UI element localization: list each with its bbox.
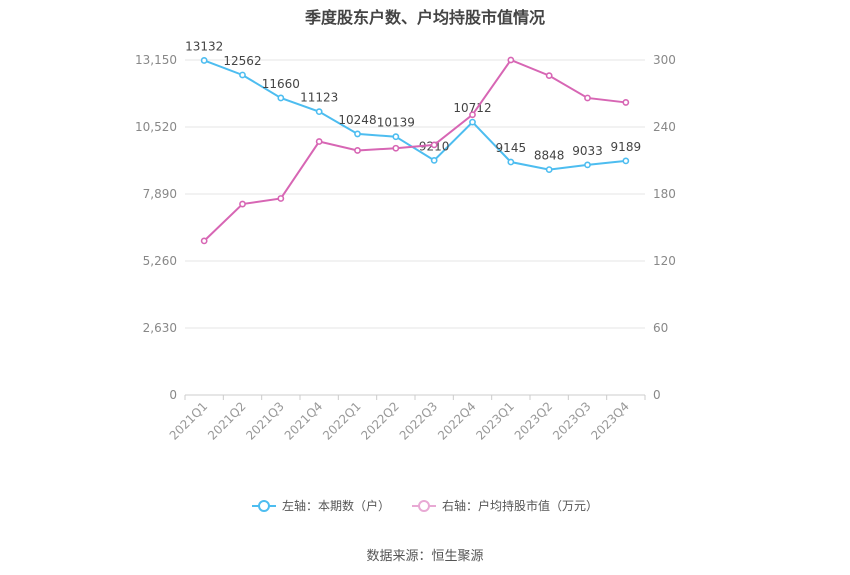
right-tick-label: 300	[653, 53, 676, 67]
right-series-point	[430, 141, 438, 149]
left-tick-label: 13,150	[135, 53, 177, 67]
x-tick-label: 2023Q1	[473, 399, 517, 443]
x-tick-label: 2022Q2	[358, 399, 402, 443]
x-tick-label: 2022Q1	[320, 399, 364, 443]
right-series-point	[392, 144, 400, 152]
data-label: 9033	[572, 144, 603, 158]
data-label: 11660	[262, 77, 300, 91]
left-series-point	[430, 156, 438, 164]
right-series-point	[239, 200, 246, 208]
left-tick-label: 10,520	[135, 120, 177, 134]
right-series-point	[622, 99, 630, 106]
data-label: 10712	[453, 101, 491, 115]
legend-label-left-series: 左轴：本期数（户）	[281, 499, 390, 513]
left-series-point	[622, 157, 630, 165]
x-tick-label: 2021Q2	[205, 399, 249, 443]
x-tick-label: 2023Q2	[512, 399, 556, 443]
data-label: 11123	[300, 91, 338, 105]
x-tick-label: 2023Q3	[550, 399, 594, 443]
left-series-point	[469, 118, 476, 126]
data-label: 12562	[223, 54, 261, 68]
x-tick-label: 2022Q4	[435, 399, 479, 443]
x-tick-label: 2021Q3	[243, 399, 287, 443]
legend-marker-left-icon	[251, 499, 276, 512]
right-series-point	[545, 72, 553, 80]
right-series-point	[469, 111, 476, 119]
right-series-point	[354, 147, 361, 154]
data-label: 9145	[496, 141, 527, 155]
right-series-point	[277, 195, 285, 202]
right-series-line	[203, 58, 626, 242]
legend-marker-right-icon	[412, 499, 436, 512]
right-series-point	[315, 138, 323, 145]
left-series-point	[392, 133, 400, 141]
left-tick-label: 2,630	[143, 321, 177, 335]
right-tick-label: 240	[653, 120, 676, 134]
data-label: 10139	[377, 116, 415, 130]
chart-legend: 左轴：本期数（户） 右轴：户均持股市值（万元）	[0, 497, 850, 514]
right-series-point	[200, 237, 208, 245]
right-tick-label: 180	[653, 187, 676, 201]
left-series-point	[200, 57, 208, 64]
legend-item-right-series[interactable]: 右轴：户均持股市值（万元）	[412, 497, 598, 514]
left-series-point	[354, 130, 361, 138]
left-series-point	[584, 161, 591, 169]
right-tick-label: 120	[653, 254, 676, 268]
data-source-note: 数据来源：恒生聚源	[366, 549, 484, 564]
left-series-point	[507, 158, 515, 166]
left-tick-label: 5,260	[143, 254, 177, 268]
left-series-point	[277, 94, 285, 102]
right-series-point	[507, 56, 515, 64]
right-series-point	[584, 94, 591, 102]
data-label: 9189	[611, 140, 642, 154]
data-label: 10248	[338, 113, 376, 127]
legend-item-left-series[interactable]: 左轴：本期数（户）	[251, 497, 390, 514]
x-tick-label: 2021Q4	[282, 399, 326, 443]
x-tick-label: 2021Q1	[167, 399, 211, 443]
left-tick-label: 7,890	[143, 187, 177, 201]
x-tick-label: 2022Q3	[397, 399, 441, 443]
chart-title: 季度股东户数、户均持股市值情况	[304, 8, 545, 27]
left-series-point	[239, 71, 246, 79]
legend-label-right-series: 右轴：户均持股市值（万元）	[442, 499, 599, 513]
left-series-line	[203, 59, 626, 171]
right-tick-label: 60	[653, 321, 668, 335]
data-label: 8848	[534, 149, 565, 163]
left-tick-label: 0	[169, 388, 177, 402]
left-series-point	[315, 108, 323, 116]
left-series-point	[545, 166, 553, 173]
x-tick-label: 2023Q4	[588, 399, 632, 443]
right-tick-label: 0	[653, 388, 661, 402]
data-label: 13132	[185, 39, 223, 53]
